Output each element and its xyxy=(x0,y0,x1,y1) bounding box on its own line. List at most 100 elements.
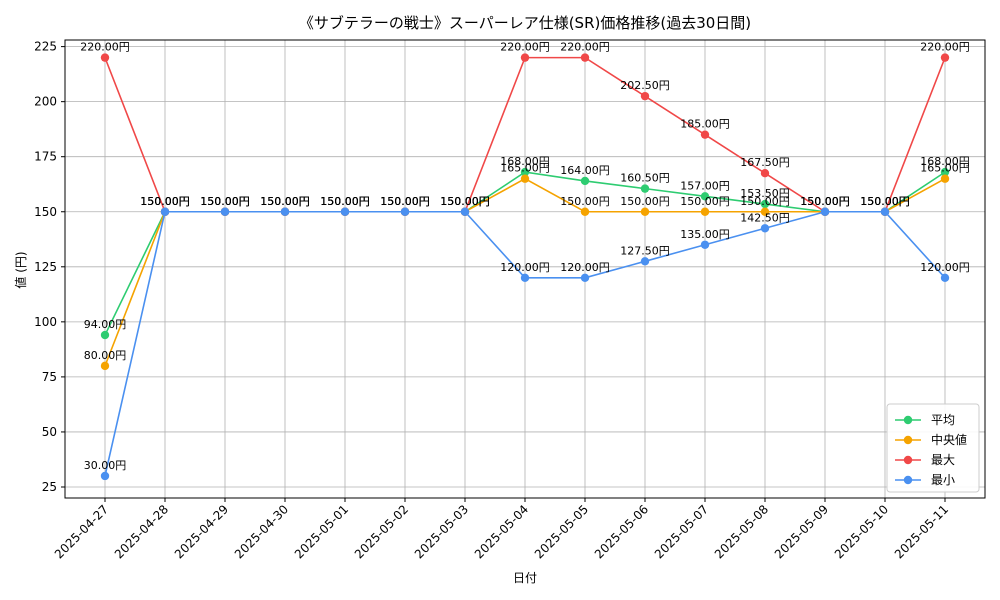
x-tick-label: 2025-05-07 xyxy=(652,502,711,561)
x-tick-label: 2025-05-02 xyxy=(352,502,411,561)
legend-label: 最小 xyxy=(931,473,955,487)
data-label: 168.00円 xyxy=(920,155,970,168)
x-tick-label: 2025-05-03 xyxy=(412,502,471,561)
data-point xyxy=(100,53,110,62)
data-point xyxy=(700,130,710,139)
data-label: 160.50円 xyxy=(620,172,670,185)
data-point xyxy=(520,273,530,283)
data-label: 150.00円 xyxy=(860,195,910,208)
data-label: 150.00円 xyxy=(200,195,250,208)
data-label: 150.00円 xyxy=(800,195,850,208)
data-point xyxy=(760,169,770,178)
y-tick-label: 75 xyxy=(42,370,57,384)
data-label: 167.50円 xyxy=(740,156,790,169)
data-label: 220.00円 xyxy=(500,41,550,54)
data-label: 150.00円 xyxy=(800,195,850,208)
data-point xyxy=(820,207,830,216)
data-point xyxy=(760,207,770,216)
legend-label: 中央値 xyxy=(931,432,967,447)
y-tick-label: 150 xyxy=(34,205,57,219)
data-point xyxy=(760,199,770,209)
data-label: 202.50円 xyxy=(620,79,670,92)
data-label: 80.00円 xyxy=(84,349,127,362)
data-label: 150.00円 xyxy=(440,195,490,208)
data-label: 127.50円 xyxy=(620,244,670,257)
data-label: 150.00円 xyxy=(320,195,370,208)
data-label: 150.00円 xyxy=(140,195,190,208)
data-label: 150.00円 xyxy=(740,195,790,208)
data-label: 165.00円 xyxy=(920,162,970,175)
series-group xyxy=(100,53,950,481)
data-label: 150.00円 xyxy=(380,195,430,208)
x-axis-label: 日付 xyxy=(513,571,537,585)
legend-marker xyxy=(903,455,913,465)
data-label: 120.00円 xyxy=(500,261,550,274)
data-label: 150.00円 xyxy=(320,195,370,208)
x-tick-label: 2025-04-28 xyxy=(112,502,171,561)
data-label: 150.00円 xyxy=(380,195,430,208)
data-label: 150.00円 xyxy=(380,195,430,208)
data-point xyxy=(940,174,950,183)
x-tick-label: 2025-05-05 xyxy=(532,502,591,561)
x-tick-label: 2025-05-09 xyxy=(772,502,831,561)
data-point xyxy=(520,174,530,183)
data-label: 150.00円 xyxy=(260,195,310,208)
data-label: 150.00円 xyxy=(140,195,190,208)
data-label: 150.00円 xyxy=(200,195,250,208)
data-label: 150.00円 xyxy=(860,195,910,208)
data-label: 150.00円 xyxy=(260,195,310,208)
data-label: 30.00円 xyxy=(84,459,127,472)
data-label: 150.00円 xyxy=(440,195,490,208)
data-point xyxy=(580,53,590,62)
data-label: 94.00円 xyxy=(84,318,127,331)
data-point xyxy=(940,53,950,62)
data-label: 150.00円 xyxy=(800,195,850,208)
data-label: 150.00円 xyxy=(620,195,670,208)
y-tick-label: 100 xyxy=(34,315,57,329)
data-label: 150.00円 xyxy=(260,195,310,208)
data-label: 220.00円 xyxy=(920,41,970,54)
data-label: 150.00円 xyxy=(680,195,730,208)
x-tick-label: 2025-04-30 xyxy=(232,502,291,561)
data-point xyxy=(700,240,710,249)
y-tick-label: 175 xyxy=(34,150,57,164)
data-label: 150.00円 xyxy=(860,195,910,208)
data-labels: 94.00円 150.00円 150.00円 150.00円 150.00円 150.00… xyxy=(80,41,970,472)
legend-box xyxy=(886,403,980,493)
data-point xyxy=(940,273,950,283)
data-point xyxy=(340,207,350,216)
legend-marker xyxy=(903,415,913,425)
data-label: 150.00円 xyxy=(260,195,310,208)
data-point xyxy=(640,257,650,266)
data-point xyxy=(640,91,650,101)
data-point xyxy=(220,207,230,216)
y-tick-label: 200 xyxy=(34,95,57,109)
x-tick-label: 2025-05-10 xyxy=(832,502,891,561)
x-tick-label: 2025-05-11 xyxy=(892,502,951,561)
data-point xyxy=(460,207,470,216)
data-point xyxy=(100,471,110,481)
data-point xyxy=(100,361,110,371)
data-point xyxy=(940,167,950,177)
data-label: 120.00円 xyxy=(560,261,610,274)
data-label: 168.00円 xyxy=(500,155,550,168)
data-point xyxy=(100,330,110,340)
data-point xyxy=(700,192,710,201)
grid xyxy=(65,40,985,498)
data-point xyxy=(520,53,530,62)
chart-title: 《サブテラーの戦士》スーパーレア仕様(SR)価格推移(過去30日間) xyxy=(299,14,751,32)
data-label: 150.00円 xyxy=(440,195,490,208)
data-label: 150.00円 xyxy=(440,195,490,208)
x-tick-label: 2025-04-27 xyxy=(52,502,111,561)
data-label: 150.00円 xyxy=(200,195,250,208)
y-axis-label: 値 (円) xyxy=(13,251,28,288)
data-point xyxy=(580,207,590,216)
x-tick-label: 2025-05-06 xyxy=(592,502,651,561)
y-tick-label: 225 xyxy=(34,40,57,54)
data-label: 220.00円 xyxy=(560,41,610,54)
data-point xyxy=(280,207,290,216)
data-label: 150.00円 xyxy=(560,195,610,208)
